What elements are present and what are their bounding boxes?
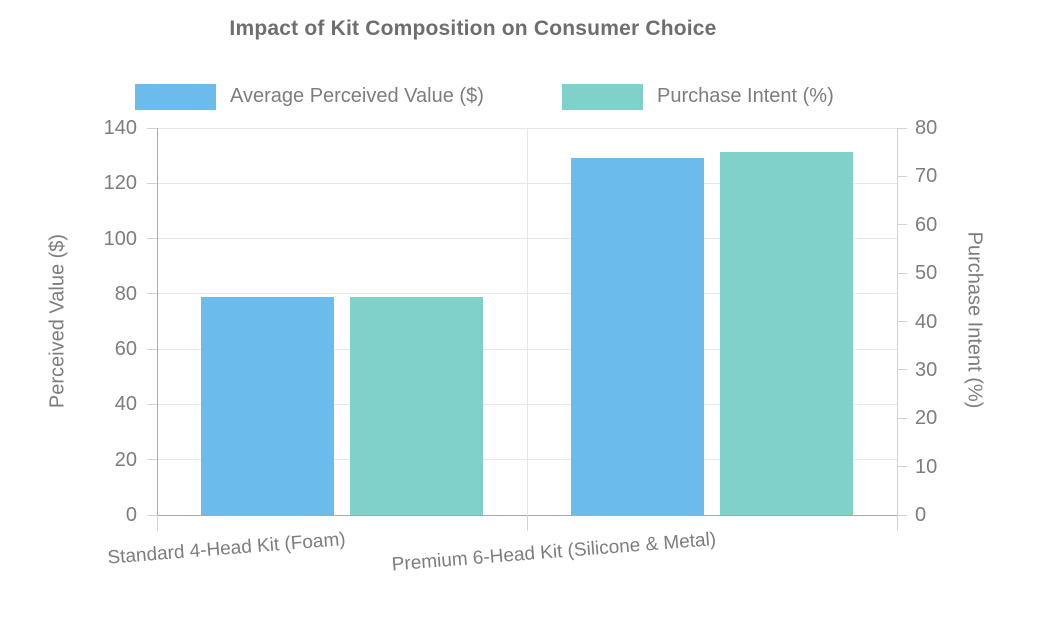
y-tick-label-left: 0 — [125, 504, 137, 526]
y-tick-label-left: 140 — [103, 117, 137, 139]
y-tick-label-right: 0 — [915, 504, 927, 526]
legend-item-purchase-intent[interactable]: Purchase Intent (%) — [562, 83, 834, 110]
y-tick-mark-right — [897, 224, 907, 226]
y-tick-mark-right — [897, 321, 907, 322]
y-tick-mark-left — [147, 182, 157, 184]
y-axis-title-left: Perceived Value ($) — [46, 233, 69, 409]
y-tick-mark-left — [147, 348, 157, 350]
y-tick-label-left: 20 — [114, 448, 137, 471]
gridline-vertical — [527, 128, 528, 515]
y-tick-mark-right — [897, 466, 907, 468]
y-tick-label-left: 100 — [103, 227, 137, 250]
y-tick-label-left: 40 — [114, 393, 137, 416]
bar-purchase-intent[interactable] — [350, 297, 483, 515]
y-tick-label-right: 80 — [915, 117, 938, 139]
y-tick-mark-left — [147, 238, 157, 240]
y-tick-label-left: 80 — [114, 282, 137, 305]
x-category-label: Standard 4-Head Kit (Foam) — [107, 529, 347, 569]
right-axis-line — [897, 128, 898, 515]
y-tick-label-left: 60 — [114, 338, 137, 361]
y-tick-mark-left — [147, 459, 157, 461]
y-tick-mark-right — [897, 514, 907, 516]
y-tick-mark-right — [897, 127, 907, 129]
legend-label-perceived-value: Average Perceived Value ($) — [230, 85, 484, 107]
bar-purchase-intent[interactable] — [720, 152, 853, 515]
y-tick-mark-left — [147, 127, 157, 129]
y-tick-label-right: 70 — [915, 165, 938, 188]
y-tick-label-right: 30 — [915, 358, 938, 381]
y-tick-mark-right — [897, 175, 907, 177]
y-tick-mark-right — [897, 417, 907, 419]
y-tick-label-right: 20 — [915, 407, 938, 430]
x-category-label: Premium 6-Head Kit (Silicone & Metal) — [390, 529, 717, 576]
bar-average-perceived-value[interactable] — [201, 296, 334, 515]
x-tick-mark — [527, 515, 528, 531]
x-tick-mark — [157, 515, 158, 531]
y-tick-mark-right — [897, 272, 907, 274]
y-tick-label-right: 40 — [915, 310, 938, 333]
y-tick-mark-left — [147, 514, 157, 516]
y-tick-mark-left — [147, 403, 157, 405]
x-tick-mark — [897, 515, 898, 531]
y-tick-mark-left — [147, 293, 157, 295]
legend-swatch-perceived-value — [135, 83, 216, 110]
y-tick-mark-right — [897, 369, 907, 371]
chart-title: Impact of Kit Composition on Consumer Ch… — [229, 17, 717, 40]
y-tick-label-right: 60 — [915, 213, 938, 236]
legend-item-perceived-value[interactable]: Average Perceived Value ($) — [135, 83, 484, 110]
bar-average-perceived-value[interactable] — [571, 158, 704, 515]
y-tick-label-right: 50 — [915, 262, 938, 285]
y-tick-label-left: 120 — [103, 172, 137, 195]
y-axis-line — [157, 128, 158, 531]
y-tick-label-right: 10 — [915, 455, 938, 478]
legend-label-purchase-intent: Purchase Intent (%) — [657, 85, 834, 107]
legend-swatch-purchase-intent — [562, 83, 643, 110]
